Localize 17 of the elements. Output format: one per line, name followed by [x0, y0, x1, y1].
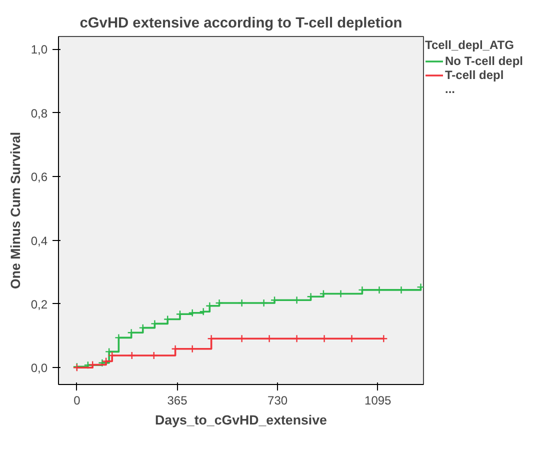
y-tick-label: 0,4	[30, 234, 48, 248]
y-axis-title: One Minus Cum Survival	[8, 132, 23, 290]
y-tick-label: 0,8	[30, 106, 48, 120]
legend-label: No T-cell depl	[445, 54, 524, 68]
y-tick-label: 0,6	[30, 170, 48, 184]
y-tick-label: 0,0	[30, 361, 48, 376]
legend-title: Tcell_depl_ATG	[425, 38, 515, 52]
x-tick-label: 730	[268, 394, 288, 408]
y-tick-label: 1,0	[30, 42, 48, 57]
y-tick-label: 0,2	[30, 297, 48, 312]
text: ...	[445, 82, 456, 96]
x-tick-label: 1095	[364, 394, 392, 408]
chart-title: cGvHD extensive according to T-cell depletion	[80, 16, 402, 32]
x-tick-label: 365	[167, 394, 188, 408]
legend-label: T-cell depl	[445, 68, 504, 82]
x-axis-title: Days_to_cGvHD_extensive	[155, 412, 327, 428]
x-tick-label: 0	[74, 394, 81, 408]
